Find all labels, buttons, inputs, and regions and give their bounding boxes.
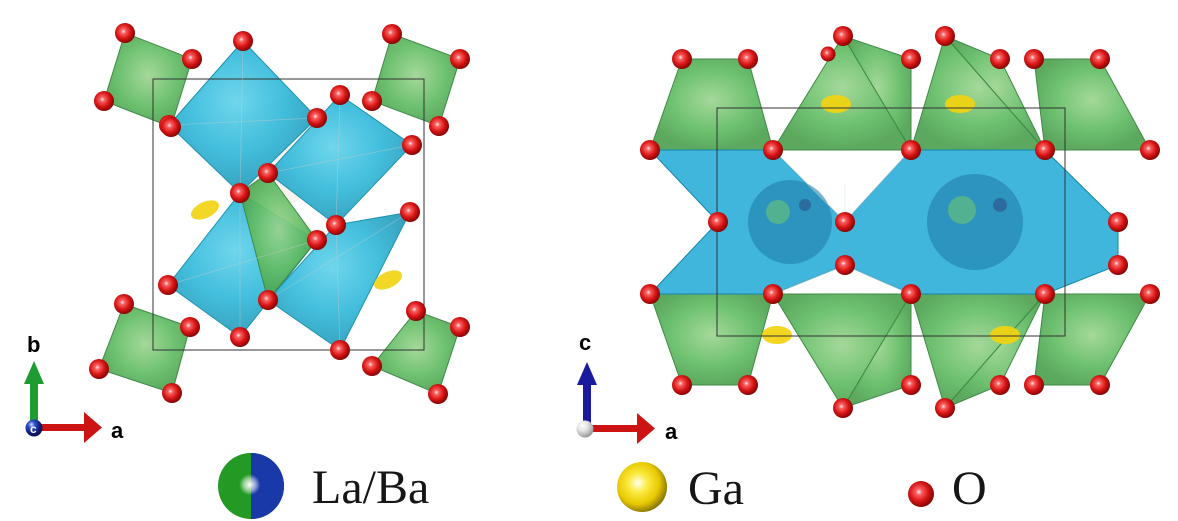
svg-text:c: c xyxy=(30,422,37,436)
svg-text:Ga: Ga xyxy=(688,462,744,515)
svg-text:a: a xyxy=(665,419,678,444)
svg-text:c: c xyxy=(579,330,591,355)
svg-text:O: O xyxy=(952,462,987,515)
svg-text:a: a xyxy=(111,418,124,443)
svg-text:La/Ba: La/Ba xyxy=(312,461,429,514)
svg-text:b: b xyxy=(27,332,40,357)
